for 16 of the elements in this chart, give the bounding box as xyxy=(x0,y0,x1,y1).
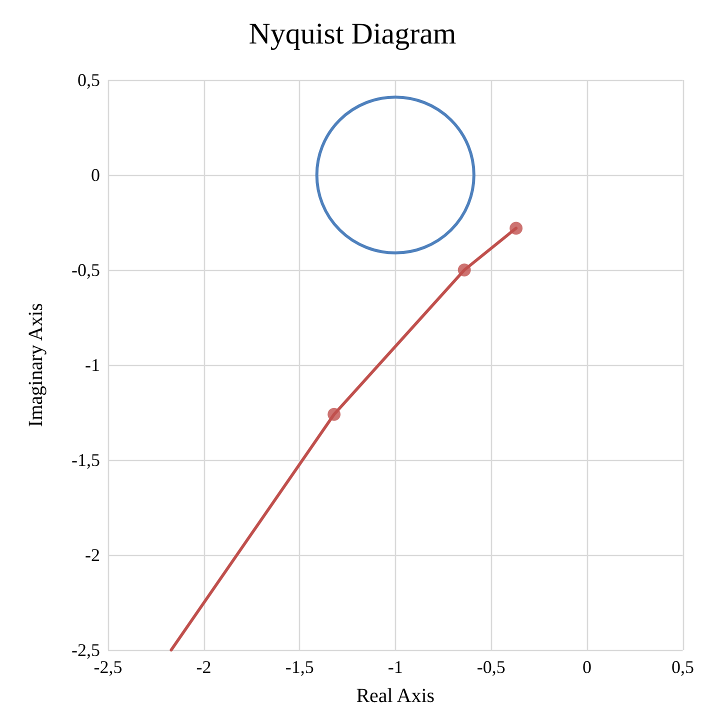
y-tick-label: -0,5 xyxy=(72,260,100,280)
x-axis-title: Real Axis xyxy=(356,685,435,707)
y-tick-label: 0,5 xyxy=(78,70,100,90)
y-axis-title: Imaginary Axis xyxy=(25,302,47,427)
x-tick-label: -1,5 xyxy=(285,657,314,677)
x-tick-label: -1 xyxy=(388,657,403,677)
y-tick-label: -1 xyxy=(85,355,100,375)
x-tick-label: -0,5 xyxy=(476,657,506,677)
x-tick-label: -2 xyxy=(196,657,212,677)
y-tick-label: -2 xyxy=(85,545,100,565)
x-tick-label: 0 xyxy=(582,657,592,677)
x-tick-label: 0,5 xyxy=(672,657,694,677)
y-tick-label: -1,5 xyxy=(72,450,100,470)
chart-title: Nyquist Diagram xyxy=(248,18,456,50)
y-tick-label: -2,5 xyxy=(72,640,100,660)
y-tick-label: 0 xyxy=(91,165,100,185)
